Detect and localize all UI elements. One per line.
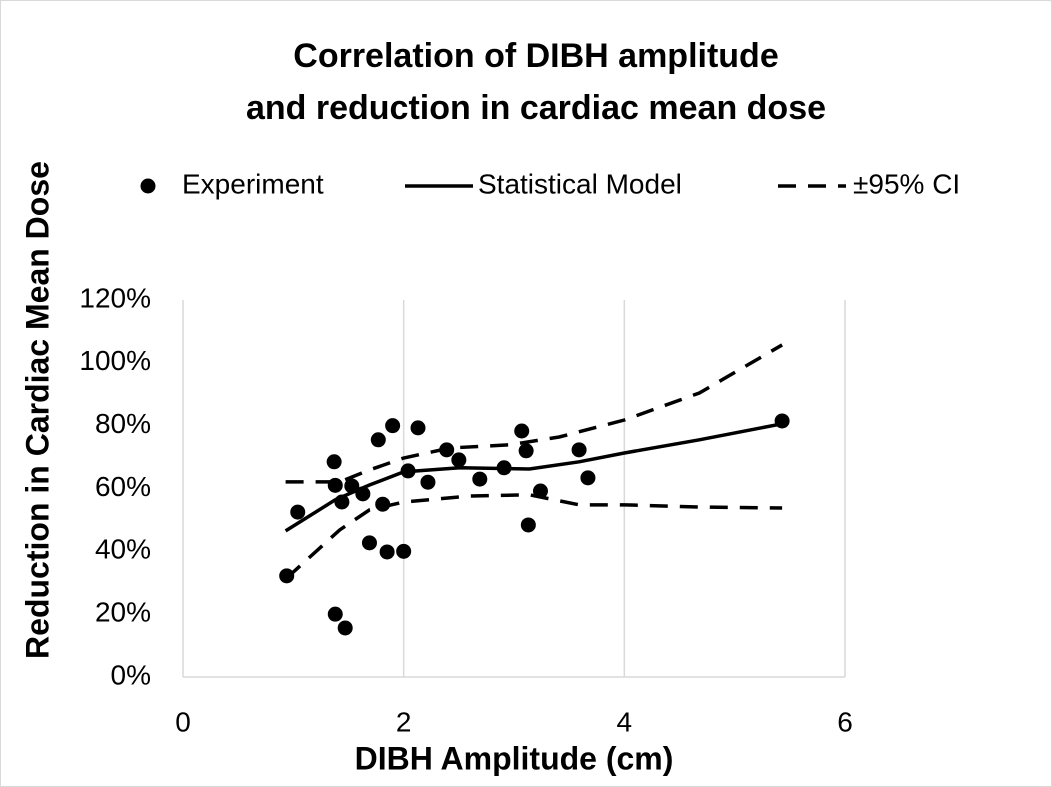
data-point bbox=[514, 423, 530, 439]
data-point bbox=[451, 452, 467, 468]
x-tick-label: 4 bbox=[617, 706, 633, 737]
y-tick-label: 40% bbox=[95, 534, 151, 565]
data-point bbox=[290, 504, 306, 520]
data-point bbox=[420, 474, 436, 490]
y-tick-label: 20% bbox=[95, 597, 151, 628]
data-point bbox=[361, 535, 377, 551]
y-tick-label: 0% bbox=[111, 659, 151, 690]
data-point bbox=[385, 418, 401, 434]
legend-marker bbox=[140, 178, 156, 194]
data-point bbox=[472, 471, 488, 487]
legend-label: Experiment bbox=[182, 168, 324, 199]
data-point bbox=[396, 543, 412, 559]
data-point bbox=[410, 420, 426, 436]
data-point bbox=[580, 470, 596, 486]
chart-title: Correlation of DIBH amplitude bbox=[293, 37, 778, 75]
chart-title: and reduction in cardiac mean dose bbox=[246, 89, 826, 127]
data-point bbox=[379, 544, 395, 560]
data-point bbox=[571, 442, 587, 458]
y-tick-label: 60% bbox=[95, 471, 151, 502]
data-point bbox=[518, 443, 534, 459]
data-point bbox=[337, 620, 353, 636]
data-point bbox=[327, 606, 343, 622]
y-tick-label: 100% bbox=[79, 345, 151, 376]
x-axis-label: DIBH Amplitude (cm) bbox=[355, 740, 674, 776]
ci-upper-line bbox=[285, 343, 783, 484]
data-point bbox=[327, 477, 343, 493]
model-line bbox=[284, 422, 783, 533]
ci-lower-line bbox=[285, 493, 783, 580]
y-axis-label: Reduction in Cardiac Mean Dose bbox=[19, 161, 55, 659]
y-tick-label: 80% bbox=[95, 408, 151, 439]
legend-label: ±95% CI bbox=[853, 168, 960, 199]
data-point bbox=[520, 517, 536, 533]
x-tick-label: 0 bbox=[175, 706, 191, 737]
data-point bbox=[375, 496, 391, 512]
data-point bbox=[326, 454, 342, 470]
x-tick-label: 2 bbox=[396, 706, 412, 737]
legend-label: Statistical Model bbox=[478, 168, 682, 199]
x-tick-label: 6 bbox=[837, 706, 853, 737]
data-point bbox=[370, 432, 386, 448]
y-tick-label: 120% bbox=[79, 282, 151, 313]
